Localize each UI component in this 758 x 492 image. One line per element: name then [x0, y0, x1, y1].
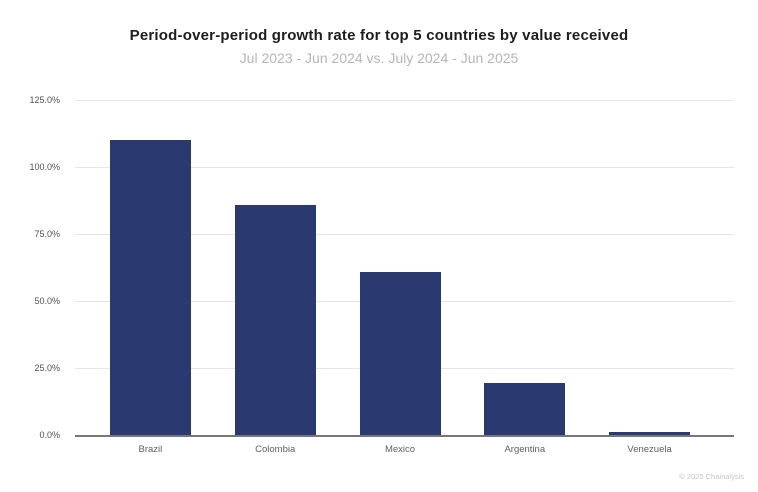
- y-axis: 125.0% 100.0% 75.0% 50.0% 25.0% 0.0%: [0, 95, 60, 440]
- y-axis-tick-label: 0.0%: [39, 430, 60, 440]
- x-axis-label-brazil: Brazil: [138, 444, 163, 455]
- gridline: [75, 234, 734, 235]
- plot-area: Brazil Colombia Mexico Argentina Venezuela: [75, 100, 734, 455]
- bar-argentina[interactable]: [484, 382, 566, 435]
- x-axis-label-colombia: Colombia: [255, 444, 296, 455]
- y-axis-tick-label: 75.0%: [34, 229, 60, 239]
- chart-title: Period-over-period growth rate for top 5…: [129, 27, 629, 44]
- bar-colombia[interactable]: [234, 204, 316, 435]
- copyright-notice: © 2025 Chainalysis: [679, 472, 744, 481]
- y-axis-tick-label: 25.0%: [34, 363, 60, 373]
- gridline: [75, 100, 734, 101]
- x-axis-label-venezuela: Venezuela: [627, 444, 672, 455]
- bar-brazil[interactable]: [109, 140, 191, 435]
- x-axis-line: [75, 435, 734, 437]
- x-axis-label-argentina: Argentina: [504, 444, 546, 455]
- y-axis-tick-label: 125.0%: [29, 95, 60, 105]
- chart-subtitle: Jul 2023 - Jun 2024 vs. July 2024 - Jun …: [239, 50, 519, 66]
- gridline: [75, 167, 734, 168]
- bar-venezuela[interactable]: [609, 432, 691, 435]
- y-axis-tick-label: 50.0%: [34, 296, 60, 306]
- y-axis-tick-label: 100.0%: [29, 162, 60, 172]
- x-axis-label-mexico: Mexico: [384, 444, 416, 455]
- bar-mexico[interactable]: [359, 271, 441, 435]
